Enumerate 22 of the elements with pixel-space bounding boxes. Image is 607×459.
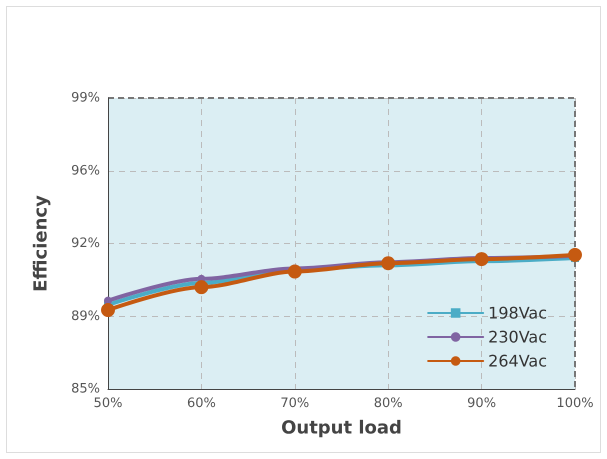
point bbox=[288, 264, 302, 279]
y-tick-label: 96% bbox=[71, 163, 100, 178]
x-tick-label: 50% bbox=[94, 396, 122, 411]
point bbox=[568, 248, 582, 262]
y-tick-label: 85% bbox=[71, 382, 100, 396]
x-tick-label: 100% bbox=[556, 396, 594, 411]
legend-label: 230Vac bbox=[488, 328, 547, 346]
x-tick-label: 70% bbox=[280, 396, 310, 411]
y-tick-label: 92% bbox=[71, 236, 100, 251]
legend-label: 264Vac bbox=[488, 352, 547, 370]
x-tick-label: 60% bbox=[186, 396, 216, 411]
point bbox=[194, 280, 208, 294]
y-tick-label: 89% bbox=[71, 308, 100, 324]
point bbox=[101, 303, 115, 318]
x-axis-title: Output load bbox=[281, 418, 402, 438]
point bbox=[474, 252, 489, 266]
y-axis-title: Efficiency bbox=[30, 194, 52, 292]
x-tick-label: 80% bbox=[374, 396, 403, 411]
x-tick-label: 90% bbox=[467, 396, 496, 411]
legend-label: 198Vac bbox=[488, 304, 547, 322]
point bbox=[381, 256, 396, 270]
y-tick-label: 99% bbox=[71, 90, 100, 106]
